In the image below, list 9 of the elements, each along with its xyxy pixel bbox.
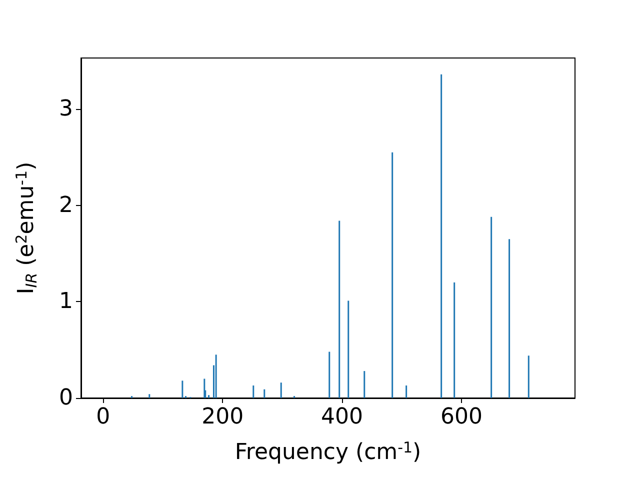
y-tick-label: 2 <box>59 192 73 218</box>
x-tick-label: 200 <box>202 404 244 430</box>
x-tick-label: 600 <box>440 404 483 430</box>
x-tick-label: 0 <box>96 404 110 430</box>
y-tick-label: 0 <box>59 386 73 410</box>
y-tick-label: 1 <box>59 289 73 314</box>
y-tick-label: 3 <box>59 96 73 122</box>
y-axis-title: IIR (e2emu-1) <box>12 162 40 294</box>
x-tick-label: 400 <box>321 404 364 430</box>
